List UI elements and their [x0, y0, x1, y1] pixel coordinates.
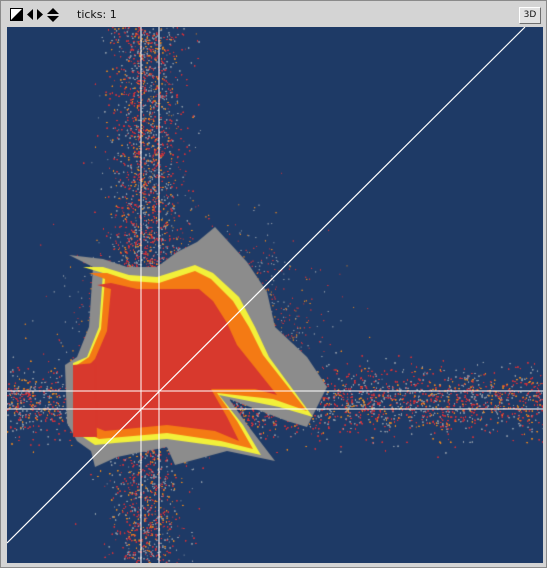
diagonal-reference-line	[7, 27, 526, 544]
scatter-density-canvas	[7, 27, 543, 563]
toolbar: ticks: 1 3D	[1, 1, 546, 27]
plot-viewport[interactable]	[7, 27, 543, 563]
plot-overlay	[7, 27, 543, 563]
ticks-counter: ticks: 1	[77, 8, 117, 21]
pan-horizontal-icon[interactable]	[27, 8, 43, 21]
view-3d-button[interactable]: 3D	[519, 7, 541, 24]
pan-vertical-icon[interactable]	[46, 8, 59, 22]
zoom-box-icon[interactable]	[10, 8, 23, 21]
